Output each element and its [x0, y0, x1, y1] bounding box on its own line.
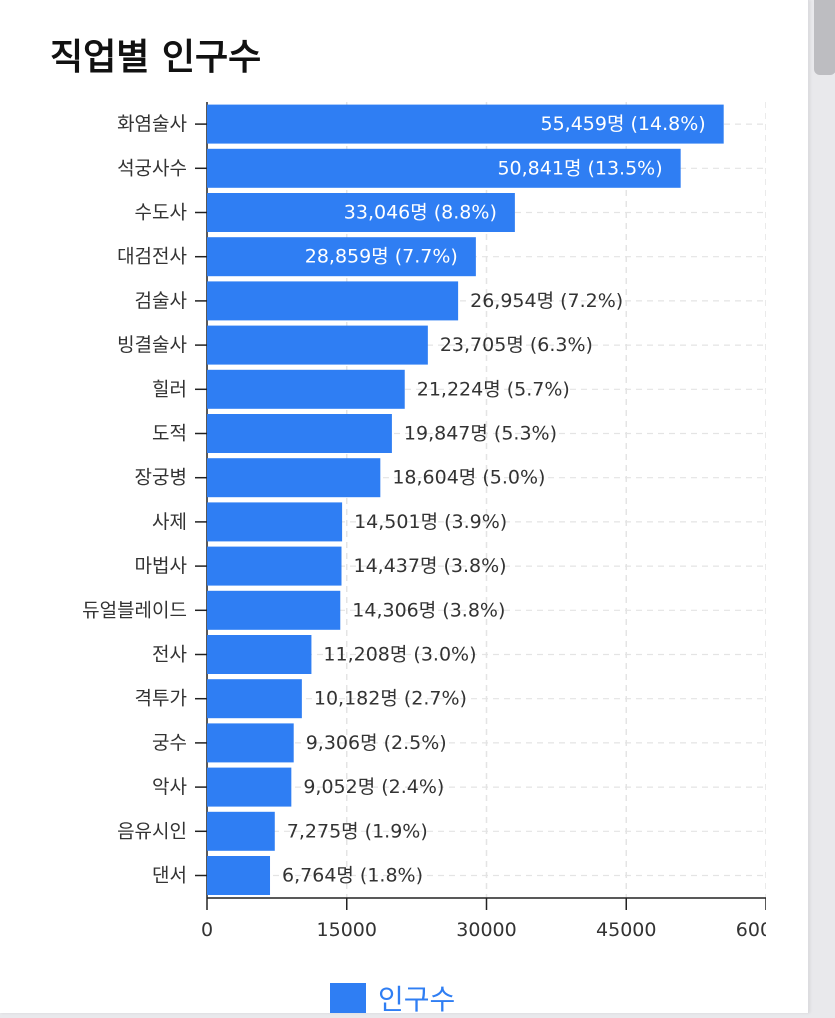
y-tick-label: 댄서: [152, 865, 187, 887]
data-label: 9,306명 (2.5%): [306, 732, 447, 754]
data-label: 6,764명 (1.8%): [282, 865, 423, 887]
data-label: 28,859명 (7.7%): [305, 246, 458, 268]
data-label: 14,437명 (3.8%): [354, 555, 507, 577]
data-label: 7,275명 (1.9%): [287, 820, 428, 842]
y-tick-label: 도적: [152, 423, 187, 445]
bar: [207, 281, 458, 320]
y-tick-label: 악사: [152, 776, 187, 798]
bar: [207, 856, 270, 895]
scrollbar-thumb[interactable]: [814, 0, 835, 75]
bar: [207, 193, 515, 232]
bar: [207, 547, 342, 586]
legend-swatch: [330, 983, 366, 1013]
y-tick-label: 화염술사: [117, 113, 187, 135]
data-label: 14,306명 (3.8%): [352, 599, 505, 621]
data-label: 33,046명 (8.8%): [344, 202, 497, 224]
bar: [207, 326, 428, 365]
bar: [207, 768, 291, 807]
data-label: 9,052명 (2.4%): [303, 776, 444, 798]
bar: [207, 458, 380, 497]
bar: [207, 105, 724, 144]
data-label: 11,208명 (3.0%): [323, 644, 476, 666]
y-tick-label: 빙결술사: [117, 334, 187, 356]
y-tick-label: 수도사: [135, 202, 187, 224]
bar: [207, 370, 405, 409]
y-tick-label: 격투가: [135, 688, 187, 710]
y-tick-label: 대검전사: [117, 246, 187, 268]
x-tick-label: 15000: [317, 919, 377, 941]
y-tick-label: 전사: [152, 644, 187, 666]
data-label: 10,182명 (2.7%): [314, 688, 467, 710]
data-label: 19,847명 (5.3%): [404, 423, 557, 445]
bar: [207, 679, 302, 718]
data-label: 23,705명 (6.3%): [440, 334, 593, 356]
data-label: 55,459명 (14.8%): [541, 113, 706, 135]
bar: [207, 502, 342, 541]
y-tick-label: 검술사: [135, 290, 187, 312]
data-label: 50,841명 (13.5%): [497, 157, 662, 179]
data-label: 21,224명 (5.7%): [417, 378, 570, 400]
bar: [207, 149, 681, 188]
y-tick-label: 음유시인: [117, 820, 187, 842]
y-tick-label: 석궁사수: [117, 157, 187, 179]
y-tick-label: 사제: [152, 511, 187, 533]
chart-legend[interactable]: 인구수: [330, 978, 455, 1018]
bar: [207, 635, 311, 674]
bar: [207, 237, 476, 276]
x-tick-label: 30000: [456, 919, 516, 941]
data-label: 26,954명 (7.2%): [470, 290, 623, 312]
y-tick-label: 마법사: [135, 555, 187, 577]
x-tick-label: 0: [201, 919, 213, 941]
data-label: 18,604명 (5.0%): [392, 467, 545, 489]
y-tick-label: 궁수: [152, 732, 187, 754]
bar: [207, 812, 275, 851]
data-label: 14,501명 (3.9%): [354, 511, 507, 533]
y-tick-label: 힐러: [152, 378, 187, 400]
bar: [207, 414, 392, 453]
y-tick-label: 듀얼블레이드: [82, 599, 187, 621]
bar: [207, 723, 294, 762]
chart-title: 직업별 인구수: [50, 37, 262, 78]
legend-label: 인구수: [378, 983, 456, 1016]
y-tick-label: 장궁병: [135, 467, 187, 489]
bar: [207, 591, 340, 630]
x-tick-label: 45000: [596, 919, 656, 941]
